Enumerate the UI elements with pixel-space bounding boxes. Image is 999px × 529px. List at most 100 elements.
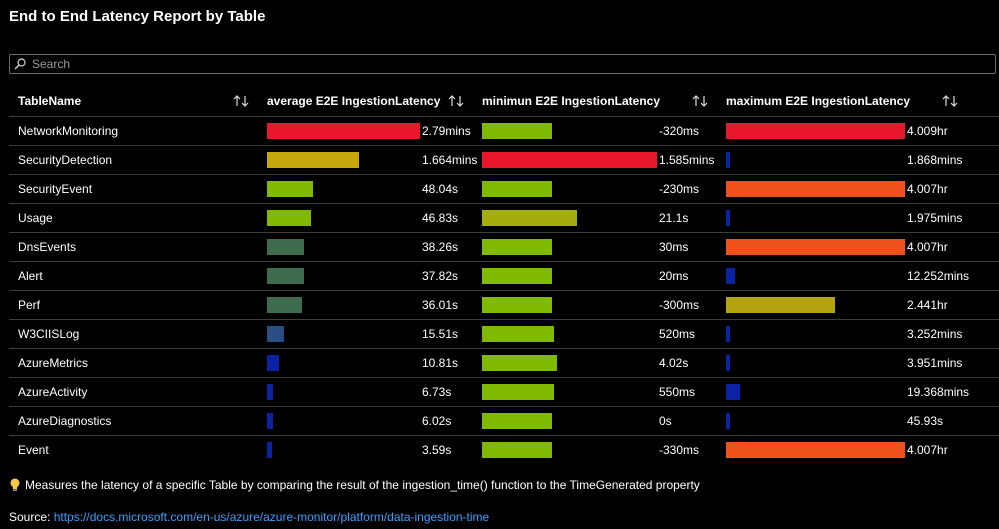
avg-latency-bar: [267, 268, 304, 284]
avg-latency-value: 15.51s: [422, 327, 459, 341]
max-latency-bar: [726, 326, 730, 342]
sort-icon-tablename[interactable]: [233, 94, 249, 108]
min-latency-value: 4.02s: [659, 356, 689, 370]
min-latency-bar: [482, 413, 552, 429]
min-latency-bar: [482, 181, 552, 197]
min-latency-value: -300ms: [659, 298, 700, 312]
footnote: Measures the latency of a specific Table…: [9, 478, 700, 492]
sort-icon-average[interactable]: [448, 94, 464, 108]
min-latency-value: 21.1s: [659, 211, 689, 225]
max-latency-value: 1.868mins: [907, 153, 963, 167]
max-latency-bar: [726, 413, 730, 429]
max-latency-value: 4.007hr: [907, 443, 948, 457]
max-latency-bar: [726, 181, 905, 197]
avg-latency-bar: [267, 210, 311, 226]
min-latency-bar: [482, 326, 554, 342]
min-latency-bar: [482, 210, 577, 226]
max-latency-value: 3.951mins: [907, 356, 963, 370]
avg-latency-bar: [267, 413, 273, 429]
avg-latency-bar: [267, 123, 420, 139]
min-latency-bar: [482, 355, 557, 371]
table-row[interactable]: Usage 46.83s 21.1s 1.975mins: [9, 203, 999, 232]
avg-latency-bar: [267, 355, 279, 371]
table-name-cell: NetworkMonitoring: [18, 124, 119, 138]
column-header-maximum[interactable]: maximum E2E IngestionLatency: [726, 94, 911, 108]
table-row[interactable]: W3CIISLog 15.51s 520ms 3.252mins: [9, 319, 999, 348]
avg-latency-value: 2.79mins: [422, 124, 471, 138]
avg-latency-value: 1.664mins: [422, 153, 478, 167]
min-latency-value: 20ms: [659, 269, 689, 283]
page-title: End to End Latency Report by Table: [9, 8, 266, 25]
max-latency-value: 2.441hr: [907, 298, 948, 312]
avg-latency-bar: [267, 297, 302, 313]
avg-latency-bar: [267, 442, 272, 458]
avg-latency-value: 46.83s: [422, 211, 459, 225]
min-latency-bar: [482, 297, 552, 313]
sort-icon-maximum[interactable]: [942, 94, 958, 108]
avg-latency-value: 6.02s: [422, 414, 452, 428]
max-latency-value: 4.007hr: [907, 182, 948, 196]
search-icon: [14, 58, 26, 70]
footnote-text: Measures the latency of a specific Table…: [25, 478, 700, 492]
avg-latency-value: 37.82s: [422, 269, 459, 283]
max-latency-bar: [726, 268, 735, 284]
min-latency-bar: [482, 268, 552, 284]
max-latency-bar: [726, 239, 905, 255]
avg-latency-value: 3.59s: [422, 443, 452, 457]
table-row[interactable]: NetworkMonitoring 2.79mins -320ms 4.009hr: [9, 116, 999, 145]
avg-latency-bar: [267, 239, 304, 255]
table-row[interactable]: SecurityEvent 48.04s -230ms 4.007hr: [9, 174, 999, 203]
min-latency-value: -320ms: [659, 124, 700, 138]
table-name-cell: AzureActivity: [18, 385, 88, 399]
table-name-cell: AzureMetrics: [18, 356, 89, 370]
min-latency-value: -230ms: [659, 182, 700, 196]
min-latency-value: 30ms: [659, 240, 689, 254]
avg-latency-bar: [267, 152, 359, 168]
column-header-average[interactable]: average E2E IngestionLatency: [267, 94, 441, 108]
table-row[interactable]: Perf 36.01s -300ms 2.441hr: [9, 290, 999, 319]
avg-latency-value: 6.73s: [422, 385, 452, 399]
table-row[interactable]: AzureMetrics 10.81s 4.02s 3.951mins: [9, 348, 999, 377]
table-name-cell: SecurityDetection: [18, 153, 113, 167]
lightbulb-icon: [10, 478, 20, 491]
max-latency-bar: [726, 152, 730, 168]
table-row[interactable]: SecurityDetection 1.664mins 1.585mins 1.868…: [9, 145, 999, 174]
source-link[interactable]: https://docs.microsoft.com/en-us/azure/a…: [53, 510, 490, 524]
min-latency-bar: [482, 123, 552, 139]
min-latency-bar: [482, 239, 552, 255]
source-line: Source: https://docs.microsoft.com/en-us…: [9, 510, 489, 524]
max-latency-value: 19.368mins: [907, 385, 970, 399]
min-latency-bar: [482, 442, 552, 458]
table-row[interactable]: Alert 37.82s 20ms 12.252mins: [9, 261, 999, 290]
table-header: TableName average E2E IngestionLatency m…: [9, 86, 999, 116]
max-latency-bar: [726, 297, 835, 313]
table-row[interactable]: DnsEvents 38.26s 30ms 4.007hr: [9, 232, 999, 261]
min-latency-bar: [482, 152, 657, 168]
avg-latency-value: 10.81s: [422, 356, 459, 370]
min-latency-value: 520ms: [659, 327, 696, 341]
column-header-tablename[interactable]: TableName: [18, 94, 82, 108]
table-name-cell: AzureDiagnostics: [18, 414, 112, 428]
avg-latency-bar: [267, 326, 284, 342]
max-latency-bar: [726, 210, 730, 226]
search-input[interactable]: [32, 57, 932, 71]
search-box[interactable]: [9, 54, 996, 74]
avg-latency-bar: [267, 181, 313, 197]
table-name-cell: W3CIISLog: [18, 327, 80, 341]
table-name-cell: Event: [18, 443, 49, 457]
table-name-cell: Alert: [18, 269, 43, 283]
max-latency-value: 4.009hr: [907, 124, 948, 138]
table-row[interactable]: Event 3.59s -330ms 4.007hr: [9, 435, 999, 464]
table-name-cell: Perf: [18, 298, 41, 312]
avg-latency-value: 36.01s: [422, 298, 459, 312]
min-latency-value: 0s: [659, 414, 672, 428]
table-row[interactable]: AzureDiagnostics 6.02s 0s 45.93s: [9, 406, 999, 435]
table-row[interactable]: AzureActivity 6.73s 550ms 19.368mins: [9, 377, 999, 406]
sort-icon-minimum[interactable]: [692, 94, 708, 108]
max-latency-bar: [726, 384, 740, 400]
min-latency-value: 550ms: [659, 385, 696, 399]
source-label: Source:: [9, 510, 51, 524]
table-name-cell: Usage: [18, 211, 53, 225]
column-header-minimum[interactable]: minimun E2E IngestionLatency: [482, 94, 661, 108]
